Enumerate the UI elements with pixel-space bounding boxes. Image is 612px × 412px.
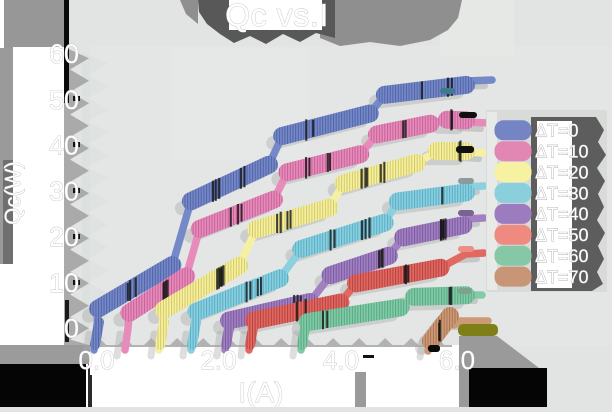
svg-text:6.0: 6.0	[439, 345, 475, 375]
svg-text:60: 60	[49, 39, 79, 69]
svg-text:ΔT=60: ΔT=60	[535, 246, 589, 266]
svg-text:ΔT=20: ΔT=20	[535, 162, 589, 182]
svg-text:Qc vs.I: Qc vs.I	[225, 0, 329, 33]
svg-text:I(A): I(A)	[238, 377, 283, 407]
svg-text:ΔT=40: ΔT=40	[535, 204, 589, 224]
svg-text:ΔT=0: ΔT=0	[535, 121, 579, 141]
svg-text:50: 50	[49, 85, 79, 115]
svg-text:10: 10	[49, 268, 79, 298]
svg-text:ΔT=50: ΔT=50	[535, 225, 589, 245]
svg-text:0.0: 0.0	[78, 345, 114, 375]
svg-text:4.0: 4.0	[323, 345, 359, 375]
svg-text:2.0: 2.0	[200, 345, 236, 375]
svg-text:Qc(W): Qc(W)	[0, 161, 25, 225]
svg-text:0: 0	[64, 314, 79, 344]
svg-text:ΔT=10: ΔT=10	[535, 142, 589, 162]
svg-text:30: 30	[49, 177, 79, 207]
svg-text:20: 20	[49, 222, 79, 252]
svg-text:40: 40	[49, 131, 79, 161]
svg-text:ΔT=30: ΔT=30	[535, 183, 589, 203]
svg-text:ΔT=70: ΔT=70	[535, 267, 589, 287]
